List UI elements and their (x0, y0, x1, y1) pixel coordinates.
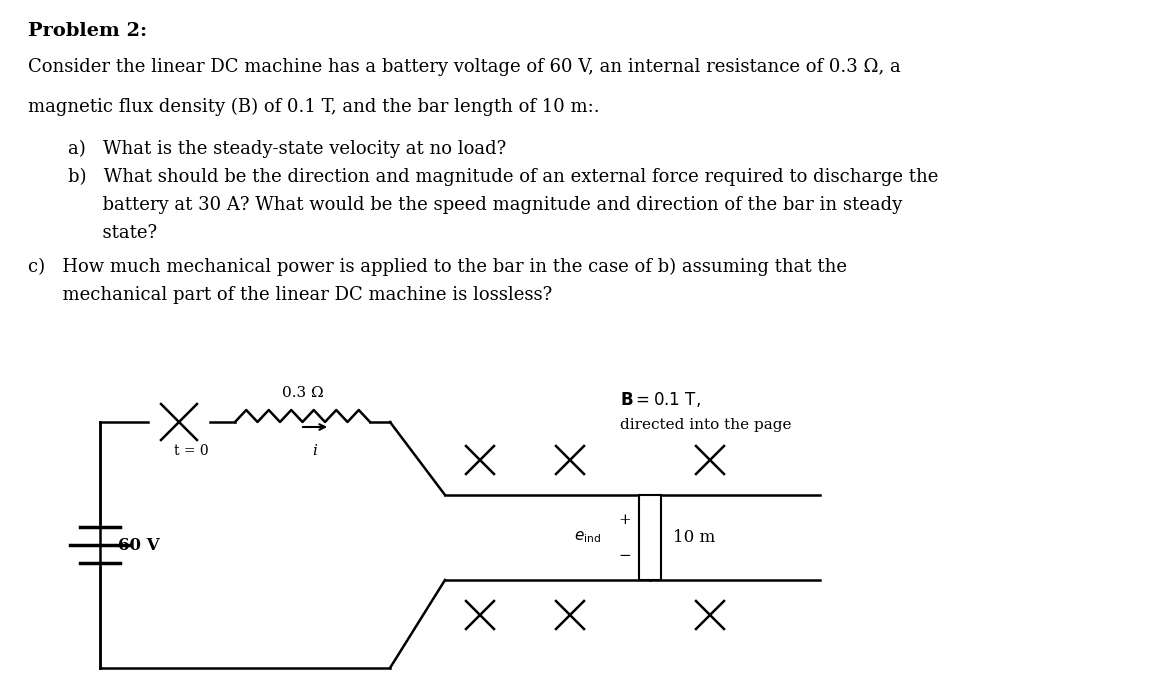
Text: +: + (618, 513, 631, 527)
Text: state?: state? (68, 224, 157, 242)
Text: mechanical part of the linear DC machine is lossless?: mechanical part of the linear DC machine… (28, 286, 553, 304)
Text: 0.3 Ω: 0.3 Ω (282, 386, 323, 400)
Bar (639, 495, 661, 580)
Text: b)   What should be the direction and magnitude of an external force required to: b) What should be the direction and magn… (68, 168, 939, 186)
Text: −: − (618, 548, 631, 563)
Text: c)   How much mechanical power is applied to the bar in the case of b) assuming : c) How much mechanical power is applied … (28, 258, 847, 277)
Text: magnetic flux density (B) of 0.1 T, and the bar length of 10 m:.: magnetic flux density (B) of 0.1 T, and … (28, 98, 600, 116)
Text: Problem 2:: Problem 2: (28, 22, 147, 40)
Text: a)   What is the steady-state velocity at no load?: a) What is the steady-state velocity at … (68, 140, 507, 158)
Text: i: i (313, 444, 317, 458)
Text: directed into the page: directed into the page (620, 418, 792, 432)
Text: battery at 30 A? What would be the speed magnitude and direction of the bar in s: battery at 30 A? What would be the speed… (68, 196, 902, 214)
Text: $e_{\mathrm{ind}}$: $e_{\mathrm{ind}}$ (574, 529, 601, 545)
Text: 10 m: 10 m (673, 529, 715, 546)
Text: $\mathbf{B} = 0.1\ \mathrm{T},$: $\mathbf{B} = 0.1\ \mathrm{T},$ (620, 390, 701, 409)
Text: Consider the linear DC machine has a battery voltage of 60 V, an internal resist: Consider the linear DC machine has a bat… (28, 58, 901, 76)
Text: 60 V: 60 V (118, 536, 160, 554)
Text: t = 0: t = 0 (173, 444, 209, 458)
